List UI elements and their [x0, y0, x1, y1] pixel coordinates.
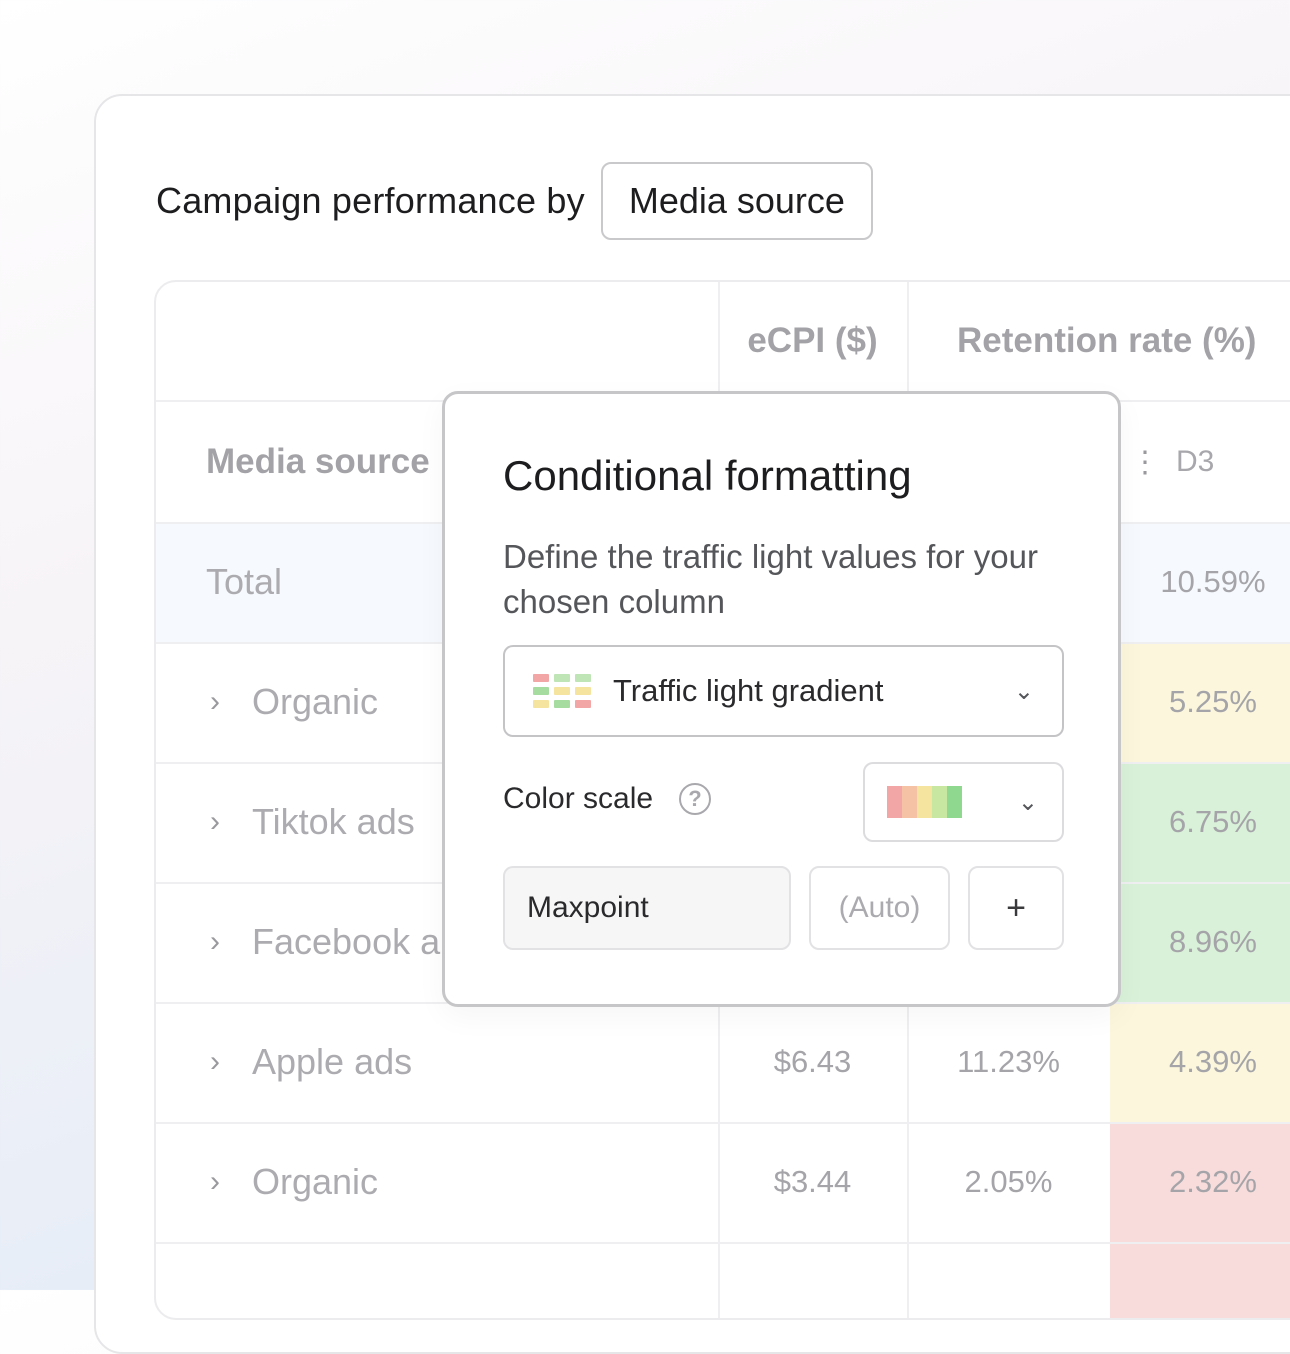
- d3-cell-bg: [1110, 1122, 1290, 1242]
- d3-cell-bg: [1110, 642, 1290, 762]
- chevron-right-icon[interactable]: ›: [210, 925, 220, 958]
- row-divider: [156, 1122, 1290, 1124]
- color-swatch: [932, 786, 947, 818]
- column-header-d3[interactable]: ⋮ D3: [1130, 402, 1214, 522]
- row-divider: [156, 1242, 1290, 1244]
- color-swatch: [947, 786, 962, 818]
- color-scale-select[interactable]: ⌄: [863, 762, 1064, 842]
- d3-cell-bg: [1110, 1242, 1290, 1318]
- chevron-down-icon: ⌄: [1017, 789, 1038, 816]
- chevron-right-icon[interactable]: ›: [210, 805, 220, 838]
- page-title: Campaign performance by: [156, 180, 585, 221]
- row-label: Tiktok ads: [252, 801, 415, 842]
- d3-cell-bg: [1110, 882, 1290, 1002]
- ecpi-value: $6.43: [773, 1044, 852, 1079]
- column-header-retention[interactable]: Retention rate (%): [957, 321, 1257, 360]
- chevron-right-icon[interactable]: ›: [210, 1045, 220, 1078]
- d3-value: 2.32%: [1169, 1164, 1257, 1199]
- traffic-light-grid-icon: [533, 674, 591, 708]
- kebab-menu-icon[interactable]: ⋮: [1130, 445, 1160, 479]
- maxpoint-field[interactable]: Maxpoint: [503, 866, 791, 950]
- retention-value: 11.23%: [957, 1044, 1060, 1079]
- total-d3-value: 10.59%: [1160, 564, 1266, 599]
- row-label: Organic: [252, 681, 379, 722]
- chevron-right-icon[interactable]: ›: [210, 1165, 220, 1198]
- color-scale-label: Color scale: [503, 782, 654, 815]
- chevron-right-icon[interactable]: ›: [210, 685, 220, 718]
- popover-title: Conditional formatting: [503, 452, 912, 499]
- row-label: Organic: [252, 1161, 379, 1202]
- color-scale-swatches: [887, 786, 962, 818]
- d3-value: 5.25%: [1169, 684, 1257, 719]
- conditional-formatting-popover: Conditional formatting Define the traffi…: [442, 391, 1121, 1007]
- column-header-media-source[interactable]: Media source: [206, 442, 430, 481]
- table-row[interactable]: › Tiktok ads: [210, 762, 415, 882]
- total-label: Total: [206, 561, 283, 602]
- table-row[interactable]: › Organic: [210, 642, 378, 762]
- add-point-button[interactable]: +: [968, 866, 1064, 950]
- help-icon[interactable]: ?: [679, 783, 711, 815]
- maxpoint-value-input[interactable]: (Auto): [809, 866, 950, 950]
- table-row[interactable]: › Facebook a: [210, 882, 440, 1002]
- d3-cell-bg: [1110, 762, 1290, 882]
- color-swatch: [887, 786, 902, 818]
- color-swatch: [917, 786, 932, 818]
- color-swatch: [902, 786, 917, 818]
- format-type-label: Traffic light gradient: [613, 673, 884, 708]
- row-label: Apple ads: [252, 1041, 413, 1082]
- d3-value: 4.39%: [1169, 1044, 1257, 1079]
- table-row[interactable]: › Organic: [210, 1122, 378, 1242]
- chevron-down-icon: ⌄: [1013, 678, 1034, 705]
- ecpi-value: $3.44: [773, 1164, 852, 1199]
- group-by-select[interactable]: Media source: [600, 162, 873, 240]
- column-header-ecpi[interactable]: eCPI ($): [747, 321, 878, 360]
- table-row[interactable]: › Apple ads: [210, 1002, 412, 1122]
- d3-cell-bg: [1110, 1002, 1290, 1122]
- retention-value: 2.05%: [964, 1164, 1053, 1199]
- title-row: Campaign performance by Media source: [156, 160, 873, 242]
- d3-value: 6.75%: [1169, 804, 1257, 839]
- row-label: Facebook a: [252, 921, 441, 962]
- d3-value: 8.96%: [1169, 924, 1257, 959]
- popover-description: Define the traffic light values for your…: [503, 538, 1038, 620]
- format-type-select[interactable]: Traffic light gradient ⌄: [503, 645, 1064, 737]
- d3-label: D3: [1176, 445, 1215, 478]
